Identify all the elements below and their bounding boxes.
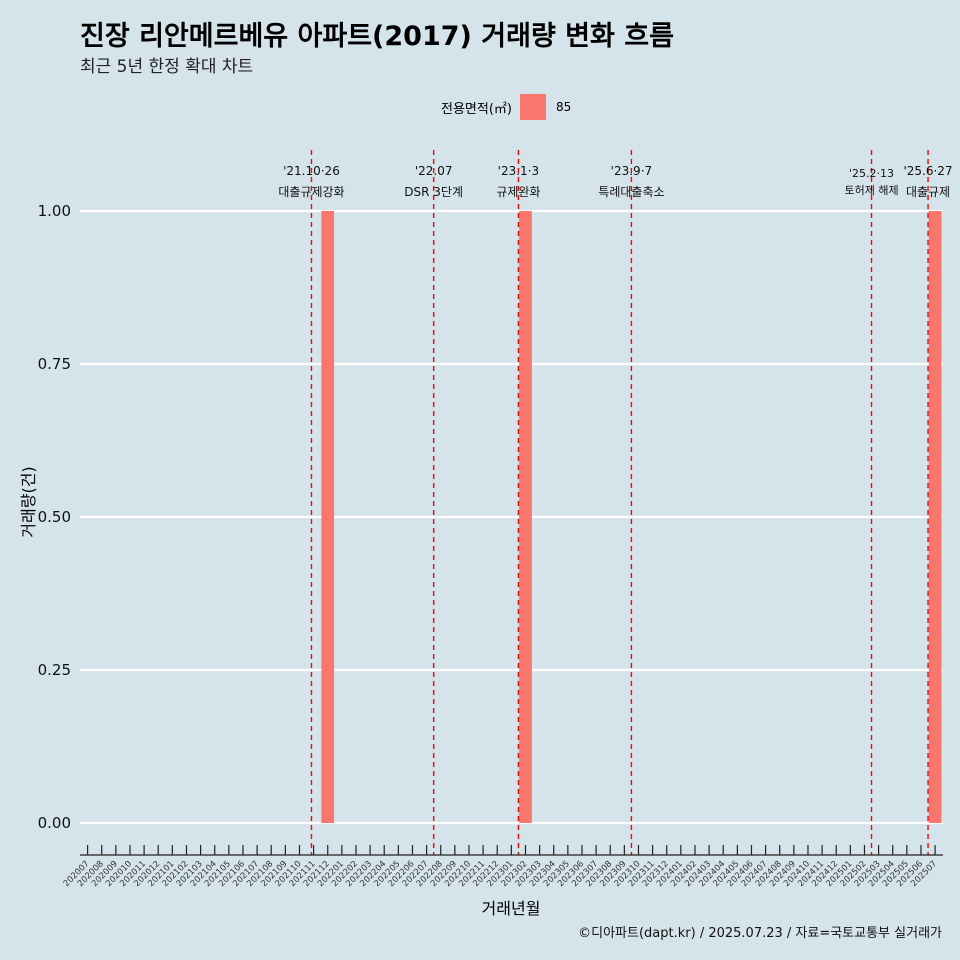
legend-label: 85 (555, 100, 572, 114)
event-date-label: '23.1·3 (498, 164, 539, 178)
y-tick-label: 0.25 (38, 661, 71, 679)
source-caption: ©디아파트(dapt.kr) / 2025.07.23 / 자료=국토교통부 실… (578, 926, 942, 941)
y-tick-label: 0.00 (38, 814, 71, 832)
event-date-label: '21.10·26 (283, 164, 340, 178)
bar (519, 211, 532, 823)
x-axis-label: 거래년월 (482, 899, 541, 918)
y-axis-label: 거래량(건) (19, 466, 38, 537)
legend: 전용면적(㎡) 85 (441, 93, 571, 121)
legend-swatch (519, 94, 546, 120)
event-date-label: '25.2·13 (849, 167, 894, 180)
legend-title: 전용면적(㎡) (441, 101, 512, 117)
chart-subtitle: 최근 5년 한정 확대 차트 (80, 57, 254, 77)
y-tick-label: 0.50 (38, 508, 71, 526)
event-name-label: 특례대출축소 (598, 185, 664, 199)
event-name-label: 대출규제강화 (278, 185, 344, 199)
grid-lines (80, 209, 943, 825)
y-tick-label: 1.00 (38, 202, 71, 220)
event-name-label: 토허제 해제 (844, 183, 898, 197)
event-date-label: '22.07 (415, 164, 453, 178)
event-date-label: '25.6·27 (903, 164, 952, 178)
event-name-label: 규제완화 (496, 185, 540, 199)
event-lines: '21.10·26 대출규제강화 '22.07 DSR 3단계 '23.1·3 규제완화 '… (278, 150, 953, 855)
bar (321, 211, 335, 823)
axes: 0.000.250.500.751.0020200720200820200920… (38, 202, 943, 889)
y-tick-label: 0.75 (38, 355, 71, 373)
chart-title: 진장 리안메르베유 아파트(2017) 거래량 변화 흐름 (80, 21, 674, 52)
event-name-label: 대출규제 (906, 185, 950, 199)
event-name-label: DSR 3단계 (404, 185, 463, 199)
event-date-label: '23.9·7 (611, 164, 652, 178)
bar (928, 211, 942, 823)
bars (321, 211, 942, 823)
